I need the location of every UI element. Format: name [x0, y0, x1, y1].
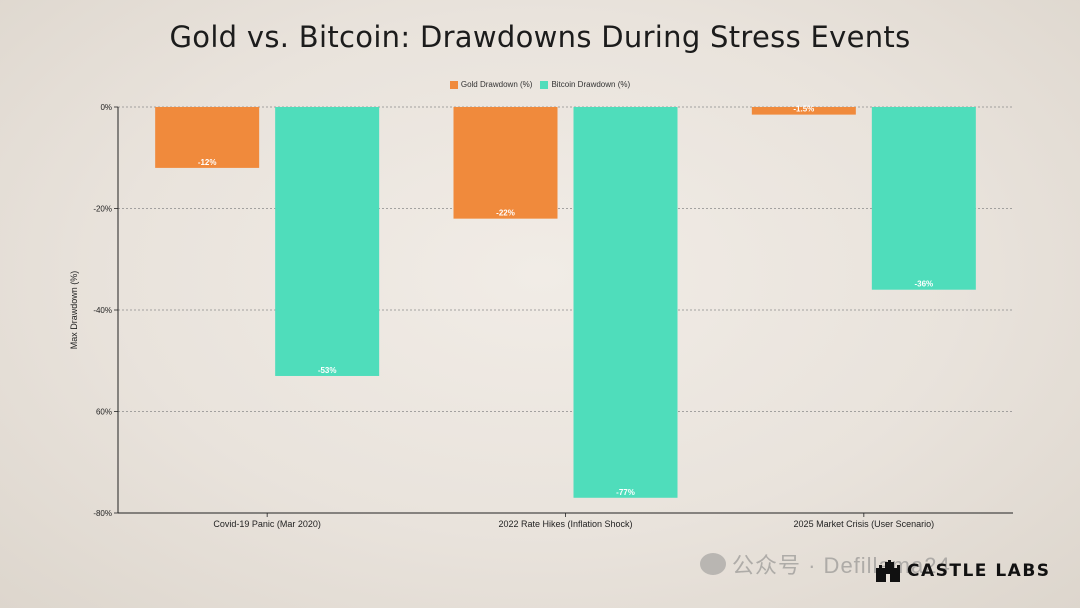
brand-name: CASTLE LABS — [907, 561, 1051, 581]
x-tick-label: 2022 Rate Hikes (Inflation Shock) — [498, 519, 632, 529]
legend-label-bitcoin: Bitcoin Drawdown (%) — [551, 80, 631, 89]
y-tick-label: 60% — [96, 408, 112, 417]
data-label: -53% — [318, 366, 337, 375]
x-tick-label: 2025 Market Crisis (User Scenario) — [794, 519, 935, 529]
legend: Gold Drawdown (%) Bitcoin Drawdown (%) — [0, 80, 1080, 89]
legend-item-bitcoin: Bitcoin Drawdown (%) — [540, 80, 630, 89]
legend-swatch-bitcoin — [540, 80, 549, 89]
legend-label-gold: Gold Drawdown (%) — [460, 80, 533, 89]
y-tick-label: 0% — [100, 103, 112, 112]
watermark: 公众号 · Defillama24 — [700, 548, 951, 580]
chart-title: Gold vs. Bitcoin: Drawdowns During Stres… — [169, 20, 911, 54]
data-label: -22% — [496, 209, 515, 218]
data-label: -1.5% — [793, 105, 814, 114]
bar-bitcoin — [573, 107, 678, 498]
castle-icon — [876, 560, 900, 582]
bar-bitcoin — [871, 107, 976, 290]
bar-bitcoin — [275, 107, 380, 376]
legend-swatch-gold — [449, 80, 458, 89]
wechat-icon — [700, 553, 726, 575]
legend-item-gold: Gold Drawdown (%) — [449, 80, 533, 89]
data-label: -12% — [198, 158, 217, 167]
bar-gold — [453, 107, 558, 219]
y-tick-label: -20% — [93, 205, 112, 214]
y-tick-label: -80% — [93, 509, 112, 518]
bar-gold — [751, 107, 856, 115]
brand-logo: CASTLE LABS — [875, 560, 1051, 582]
data-label: -36% — [914, 280, 933, 289]
x-tick-label: Covid-19 Panic (Mar 2020) — [213, 519, 321, 529]
bar-gold — [155, 107, 260, 168]
data-label: -77% — [616, 488, 635, 497]
watermark-text: 公众号 · Defillama24 — [732, 553, 951, 578]
y-tick-label: -40% — [93, 306, 112, 315]
